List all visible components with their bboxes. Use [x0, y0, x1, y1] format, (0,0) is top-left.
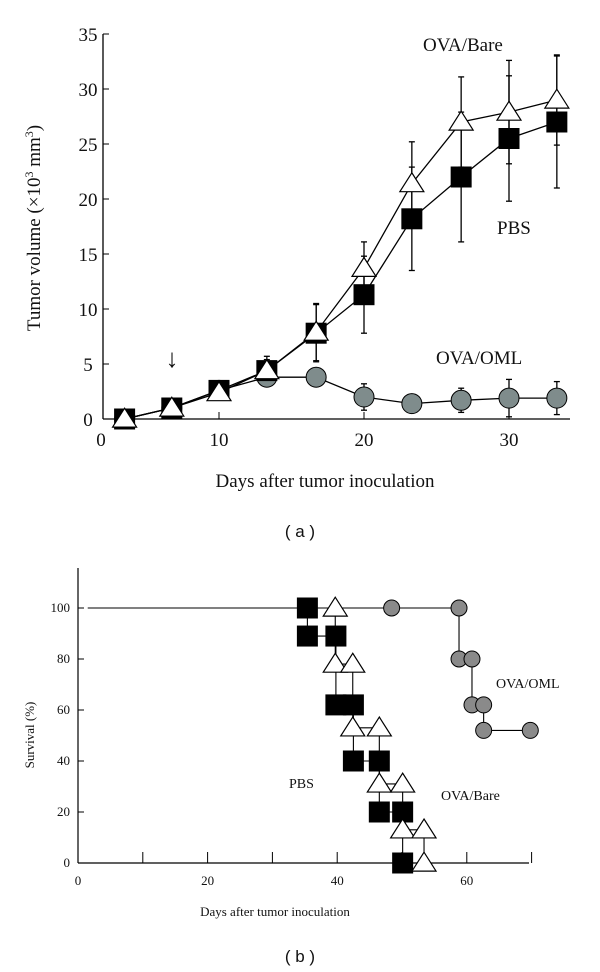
pbs-point — [296, 625, 318, 647]
panel-b-label: ( b ) — [285, 947, 315, 966]
y-tick-label: 5 — [83, 355, 93, 376]
pbs-point — [368, 750, 390, 772]
y-tick-label: 30 — [79, 80, 98, 101]
panel-a-label: ( a ) — [285, 522, 315, 541]
ova-bare-point — [410, 851, 438, 872]
ova-bare-point — [389, 772, 416, 793]
ova-bare-point — [339, 715, 366, 737]
y-tick-label: 20 — [57, 804, 70, 819]
ova-bare-point — [253, 358, 280, 380]
panel-a-y-axis-label: Tumor volume (×103 mm3) — [22, 125, 45, 331]
legend-pbs-a: PBS — [497, 218, 531, 239]
y-tick-label: 60 — [57, 702, 70, 717]
x-tick-label: 40 — [331, 873, 344, 888]
series-line — [124, 121, 558, 420]
ova-bare-point — [366, 715, 393, 737]
pbs-point — [353, 284, 375, 306]
y-tick-label: 100 — [51, 600, 71, 615]
series-line — [124, 376, 557, 420]
ova-oml-point — [353, 386, 375, 408]
ova-bare-point — [158, 396, 185, 417]
y-tick-label: 20 — [79, 190, 98, 211]
ova-bare-point — [448, 110, 475, 131]
y-tick-label: 80 — [57, 651, 70, 666]
series-ova-oml — [124, 372, 560, 420]
ova-oml-point — [463, 650, 481, 668]
pbs-point — [392, 852, 414, 874]
ova-oml-point — [450, 599, 468, 617]
x-tick-label: 30 — [500, 430, 519, 451]
pbs-point — [296, 597, 318, 619]
injection-arrow-icon: ↓ — [166, 344, 179, 373]
ova-oml-point — [305, 366, 327, 388]
x-tick-label: 20 — [201, 873, 214, 888]
ova-oml-point — [475, 696, 493, 714]
pbs-point — [368, 801, 390, 823]
ova-bare-point — [398, 171, 425, 193]
pbs-point — [342, 750, 364, 772]
x-tick-label: 0 — [75, 873, 82, 888]
x-tick-label: 60 — [460, 873, 473, 888]
ova-bare-point — [350, 256, 378, 277]
x-tick-label: 0 — [96, 430, 106, 451]
ova-oml-point — [475, 721, 493, 739]
series-line — [124, 99, 558, 420]
y-tick-label: 10 — [79, 300, 98, 321]
ova-oml-point — [498, 387, 520, 409]
ova-bare-point — [495, 100, 523, 121]
ova-oml-point — [383, 599, 401, 617]
panel-b-x-axis-label: Days after tumor inoculation — [200, 904, 350, 919]
y-tick-label: 0 — [83, 410, 93, 431]
y-tick-label: 35 — [79, 25, 98, 46]
ova-bare-point — [322, 596, 349, 617]
ova-bare-point — [339, 652, 366, 673]
legend-ova-bare-b: OVA/Bare — [441, 789, 500, 804]
pbs-point — [325, 625, 347, 647]
ova-oml-point — [546, 387, 568, 409]
panel-a: 0 5 10 15 20 25 30 35 0 10 20 30 — [79, 25, 570, 451]
x-tick-label: 10 — [210, 430, 229, 451]
ova-bare-point — [366, 772, 393, 793]
legend-ova-oml-a: OVA/OML — [436, 348, 522, 369]
pbs-point — [450, 166, 472, 188]
panel-a-x-axis-label: Days after tumor inoculation — [216, 471, 435, 492]
x-tick-label: 20 — [355, 430, 374, 451]
legend-ova-oml-b: OVA/OML — [496, 677, 560, 692]
y-tick-label: 25 — [79, 135, 98, 156]
y-tick-label: 40 — [57, 753, 70, 768]
pbs-point — [342, 694, 364, 716]
ova-bare-point — [303, 320, 330, 341]
panel-b: 0 20 40 60 80 100 0 20 40 60 — [51, 568, 539, 888]
ova-bare-point — [410, 817, 438, 839]
ova-bare-point — [205, 380, 233, 402]
panel-b-y-axis-label: Survival (%) — [22, 702, 37, 769]
ova-bare-point — [389, 817, 416, 839]
legend-ova-bare-a: OVA/Bare — [423, 35, 503, 56]
y-tick-label: 0 — [64, 855, 71, 870]
ova-bare-point — [322, 652, 349, 673]
pbs-point — [498, 128, 520, 149]
ova-oml-point — [450, 389, 472, 411]
y-tick-label: 15 — [79, 245, 98, 266]
ova-oml-point — [521, 721, 539, 739]
pbs-point — [546, 111, 568, 133]
ova-bare-point — [111, 407, 138, 428]
legend-pbs-b: PBS — [289, 777, 314, 792]
pbs-point — [401, 208, 423, 230]
ova-bare-point — [543, 88, 570, 109]
ova-oml-point — [401, 393, 423, 415]
